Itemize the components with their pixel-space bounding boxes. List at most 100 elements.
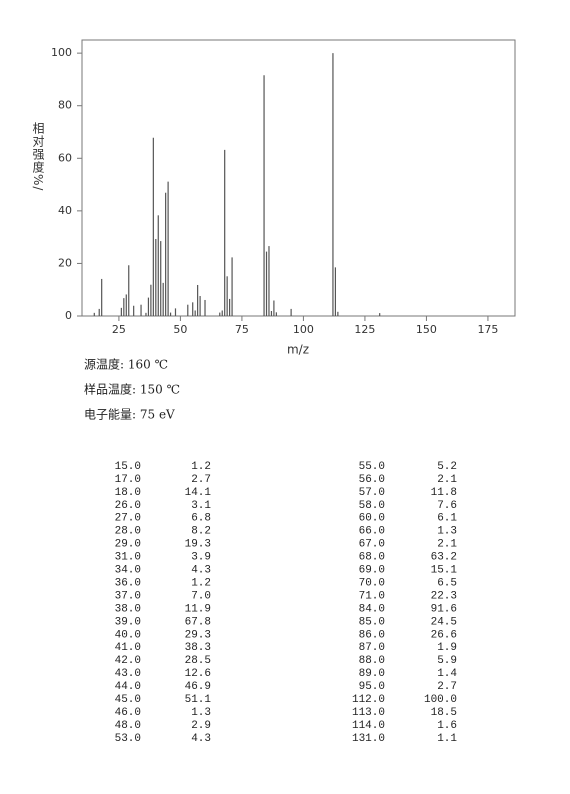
intensity-cell: 15.1 (431, 565, 458, 577)
mass-cell: 29.0 (115, 539, 141, 551)
mass-cell: 58.0 (359, 500, 385, 512)
mass-cell: 114.0 (352, 720, 385, 732)
mass-cell: 42.0 (115, 655, 141, 667)
mass-cell: 18.0 (115, 487, 141, 499)
mass-cell: 86.0 (359, 629, 385, 641)
x-tick-label: 125 (354, 323, 375, 336)
intensity-cell: 63.2 (431, 552, 457, 564)
intensity-cell: 5.9 (437, 655, 457, 667)
intensity-cell: 2.1 (437, 539, 457, 551)
x-tick-label: 75 (235, 323, 249, 336)
y-axis-label: 相对强度%/ (31, 122, 45, 192)
intensity-cell: 38.3 (185, 642, 211, 654)
mass-cell: 37.0 (115, 590, 141, 602)
mass-cell: 53.0 (115, 733, 141, 745)
x-tick-label: 100 (293, 323, 314, 336)
intensity-cell: 11.9 (185, 603, 211, 615)
mass-cell: 43.0 (115, 668, 141, 680)
y-tick-label: 100 (51, 46, 72, 59)
intensity-cell: 5.2 (437, 461, 457, 473)
mass-cell: 85.0 (359, 616, 385, 628)
intensity-cell: 2.9 (191, 720, 211, 732)
intensity-cell: 22.3 (431, 590, 457, 602)
mass-cell: 39.0 (115, 616, 141, 628)
intensity-cell: 1.3 (437, 526, 457, 538)
mass-cell: 112.0 (352, 694, 385, 706)
mass-cell: 34.0 (115, 565, 141, 577)
intensity-cell: 1.3 (191, 707, 211, 719)
mass-cell: 95.0 (359, 681, 385, 693)
mass-cell: 31.0 (115, 552, 141, 564)
intensity-cell: 2.1 (437, 474, 457, 486)
y-tick-label: 20 (58, 256, 72, 269)
mass-cell: 26.0 (115, 500, 141, 512)
intensity-cell: 1.4 (437, 668, 457, 680)
mass-cell: 57.0 (359, 487, 385, 499)
intensity-cell: 4.3 (191, 565, 211, 577)
mass-cell: 46.0 (115, 707, 141, 719)
mass-cell: 38.0 (115, 603, 141, 615)
mass-cell: 15.0 (115, 461, 141, 473)
intensity-cell: 6.5 (437, 577, 457, 589)
intensity-cell: 12.6 (185, 668, 211, 680)
mass-cell: 87.0 (359, 642, 385, 654)
intensity-cell: 1.2 (191, 577, 211, 589)
x-tick-label: 50 (173, 323, 187, 336)
mass-cell: 36.0 (115, 577, 141, 589)
intensity-cell: 24.5 (431, 616, 457, 628)
intensity-cell: 91.6 (431, 603, 457, 615)
mass-cell: 40.0 (115, 629, 141, 641)
plot-frame (81, 39, 516, 317)
mass-cell: 27.0 (115, 513, 141, 525)
info-line: 电子能量: 75 eV (84, 408, 175, 422)
mass-cell: 55.0 (359, 461, 385, 473)
intensity-cell: 100.0 (424, 694, 457, 706)
y-tick-label: 0 (65, 309, 72, 322)
x-tick-label: 25 (112, 323, 126, 336)
intensity-cell: 6.8 (191, 513, 211, 525)
mass-cell: 66.0 (359, 526, 385, 538)
intensity-cell: 3.9 (191, 552, 211, 564)
intensity-cell: 14.1 (185, 487, 212, 499)
mass-cell: 69.0 (359, 565, 385, 577)
y-tick-label: 60 (58, 151, 72, 164)
mass-cell: 68.0 (359, 552, 385, 564)
mass-cell: 131.0 (352, 733, 385, 745)
mass-cell: 45.0 (115, 694, 141, 706)
y-tick-label: 80 (58, 99, 72, 112)
mass-cell: 17.0 (115, 474, 141, 486)
intensity-cell: 46.9 (185, 681, 211, 693)
mass-cell: 41.0 (115, 642, 141, 654)
mass-cell: 71.0 (359, 590, 385, 602)
intensity-cell: 29.3 (185, 629, 211, 641)
intensity-cell: 1.6 (437, 720, 457, 732)
intensity-cell: 6.1 (437, 513, 457, 525)
intensity-cell: 4.3 (191, 733, 211, 745)
mass-cell: 44.0 (115, 681, 141, 693)
intensity-cell: 3.1 (191, 500, 211, 512)
intensity-cell: 1.9 (437, 642, 457, 654)
x-tick-label: 150 (416, 323, 437, 336)
intensity-cell: 26.6 (431, 629, 457, 641)
mass-cell: 48.0 (115, 720, 141, 732)
x-tick-label: 175 (477, 323, 498, 336)
intensity-cell: 7.0 (191, 590, 211, 602)
intensity-cell: 1.1 (437, 733, 457, 745)
info-line: 源温度: 160 ℃ (84, 357, 168, 372)
mass-cell: 28.0 (115, 526, 141, 538)
mass-cell: 70.0 (359, 577, 385, 589)
intensity-cell: 18.5 (431, 707, 457, 719)
intensity-cell: 19.3 (185, 539, 211, 551)
intensity-cell: 11.8 (431, 487, 457, 499)
intensity-cell: 2.7 (191, 474, 211, 486)
intensity-cell: 1.2 (191, 461, 211, 473)
mass-cell: 67.0 (359, 539, 385, 551)
info-line: 样品温度: 150 ℃ (84, 382, 180, 397)
intensity-cell: 51.1 (185, 694, 212, 706)
mass-cell: 60.0 (359, 513, 385, 525)
intensity-cell: 8.2 (191, 526, 211, 538)
mass-cell: 84.0 (359, 603, 385, 615)
